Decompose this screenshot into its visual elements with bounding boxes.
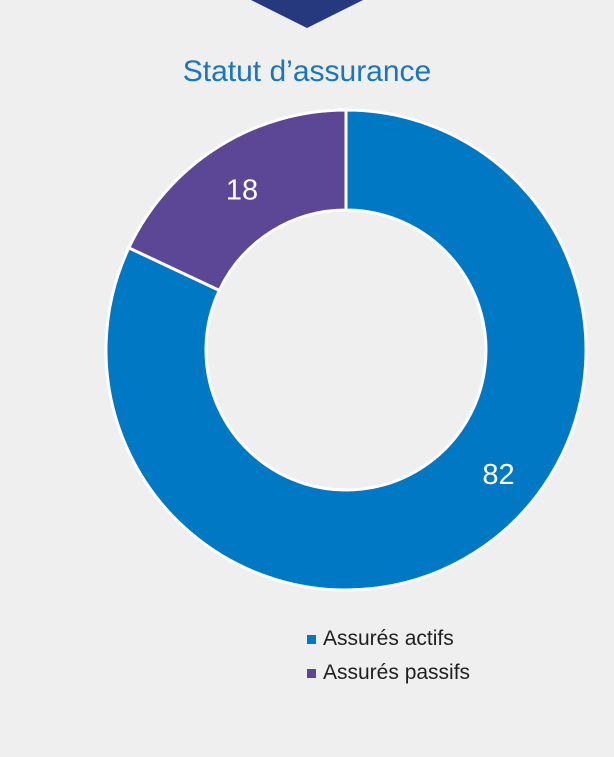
data-label-assur-s-actifs: 82 (482, 459, 514, 491)
legend-swatch-assures-actifs (307, 634, 316, 644)
donut-slice-assur-s-passifs (126, 108, 348, 293)
legend-item-assures-actifs: Assurés actifs (307, 622, 470, 656)
donut-slice-assur-s-actifs (104, 108, 588, 592)
legend-swatch-assures-passifs (307, 668, 316, 678)
pointer-arrow-icon (251, 0, 363, 28)
legend-label-assures-passifs: Assurés passifs (323, 661, 471, 684)
chart-title: Statut d’assurance (182, 55, 432, 88)
chart-legend: Assurés actifs Assurés passifs (307, 622, 470, 690)
legend-label-assures-actifs: Assurés actifs (323, 627, 454, 650)
legend-item-assures-passifs: Assurés passifs (307, 656, 470, 690)
data-label-assur-s-passifs: 18 (226, 175, 258, 207)
